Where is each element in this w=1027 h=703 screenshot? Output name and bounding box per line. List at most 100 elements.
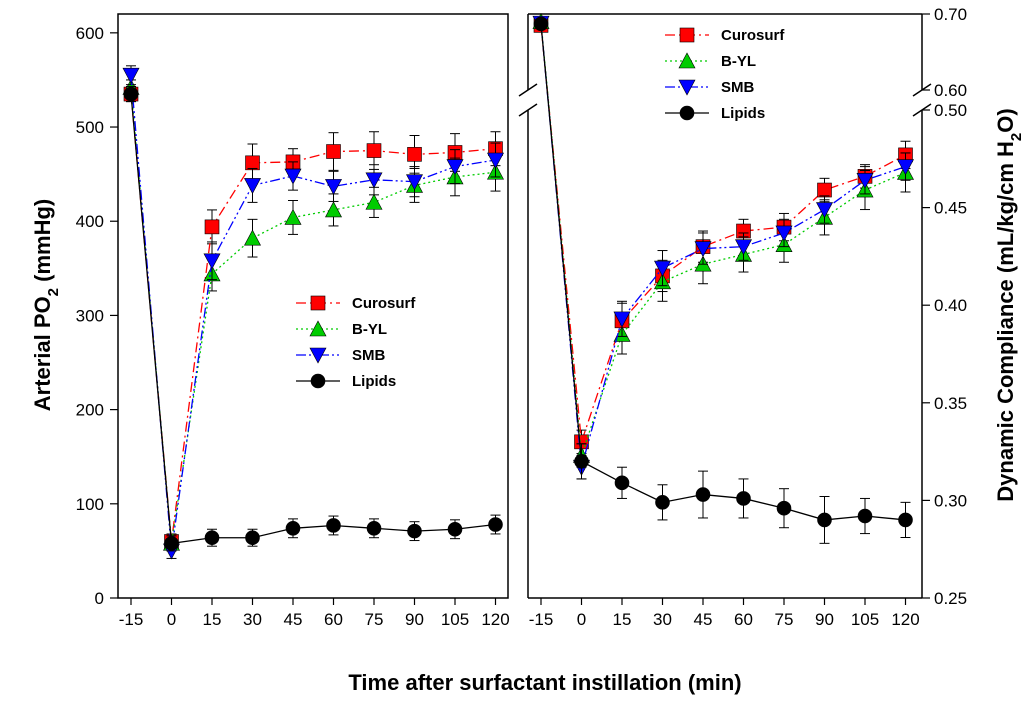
right-y-title-sub: 2 — [1008, 133, 1025, 141]
left-legend-marker — [309, 320, 327, 337]
left-data-point — [164, 536, 179, 551]
right-legend-label: SMB — [721, 79, 755, 96]
left-data-point — [204, 530, 220, 546]
left-y-tick-label: 600 — [76, 24, 104, 43]
right-legend-marker — [678, 79, 696, 96]
left-series-b-yl — [122, 78, 504, 552]
left-series-line — [130, 94, 496, 542]
left-data-point — [366, 520, 382, 536]
left-panel: 0 100 200 300 400 500 600 -15 0 15 30 45 60 75 90 105 1… — [30, 13, 510, 629]
left-data-point — [447, 521, 463, 537]
right-x-tick-label: 60 — [734, 610, 753, 629]
left-data-point — [285, 520, 301, 536]
right-y-tick-label: 0.25 — [934, 589, 967, 608]
left-data-point — [204, 219, 220, 235]
right-data-point — [817, 182, 832, 198]
left-data-point — [365, 193, 383, 210]
left-y-tick-label: 400 — [76, 212, 104, 231]
right-series-line — [540, 25, 906, 443]
left-x-tick-label: 0 — [167, 610, 176, 629]
right-legend-marker — [679, 105, 695, 121]
right-legend-label: Lipids — [721, 105, 765, 122]
right-data-point — [655, 495, 670, 510]
right-data-point — [613, 311, 631, 328]
left-data-point — [245, 530, 260, 546]
left-data-point — [203, 253, 221, 270]
left-y-axis: 0 100 200 300 400 500 600 — [76, 24, 118, 608]
right-data-point — [816, 202, 833, 219]
right-legend: Curosurf B-YL SMB Lipids — [665, 27, 785, 122]
right-x-tick-label: 120 — [891, 610, 919, 629]
right-data-point — [654, 260, 671, 277]
right-legend-label: B-YL — [721, 53, 756, 70]
left-data-point — [407, 147, 422, 162]
right-data-point — [695, 487, 711, 502]
right-data-point — [694, 241, 712, 258]
right-data-point — [533, 16, 549, 32]
left-series-line — [130, 87, 496, 544]
right-y-title-tail: O) — [993, 108, 1018, 132]
right-y-axis-title: Dynamic Compliance (mL/kg/cm H2O) — [993, 108, 1025, 501]
right-x-tick-label: 0 — [577, 610, 586, 629]
left-series-curosurf — [123, 86, 503, 550]
left-data-point — [365, 172, 383, 189]
left-data-point — [284, 168, 302, 185]
left-x-tick-label: 15 — [203, 610, 222, 629]
right-x-tick-label: 75 — [775, 610, 794, 629]
left-series-smb — [122, 65, 504, 560]
right-legend-marker — [678, 52, 696, 69]
right-series-line — [540, 23, 906, 521]
right-data-point — [817, 512, 832, 528]
right-series-line — [540, 21, 906, 456]
left-data-point — [122, 67, 140, 84]
left-y-title-main: Arterial PO — [30, 296, 55, 411]
right-x-axis: -15 0 15 30 45 60 75 90 105 120 — [529, 598, 920, 629]
left-data-point — [326, 518, 341, 533]
left-data-point — [245, 155, 260, 171]
right-legend-marker — [679, 27, 695, 43]
left-data-point — [488, 517, 503, 532]
left-data-point — [325, 201, 342, 218]
right-y-tick-label: 0.35 — [934, 394, 967, 413]
right-data-point — [776, 500, 792, 516]
left-legend-label: B-YL — [352, 321, 387, 338]
right-x-tick-label: 90 — [815, 610, 834, 629]
left-y-title-sub: 2 — [45, 288, 62, 296]
left-legend: Curosurf B-YL SMB Lipids — [296, 295, 416, 390]
right-series-group — [532, 12, 914, 544]
right-data-point — [574, 454, 589, 469]
right-data-point — [735, 239, 752, 256]
left-series-line — [130, 75, 496, 551]
left-data-point — [244, 178, 261, 195]
left-x-axis: -15 0 15 30 45 60 75 90 105 120 — [119, 598, 510, 629]
left-legend-marker — [310, 295, 326, 311]
left-data-point — [446, 159, 464, 176]
left-data-point — [366, 143, 382, 158]
right-series-lipids — [533, 16, 913, 544]
right-y-tick-label: 0.30 — [934, 491, 967, 510]
left-x-tick-label: 120 — [481, 610, 509, 629]
right-y-tick-label: 0.70 — [934, 5, 967, 24]
left-series-lipids — [123, 86, 503, 552]
left-data-point — [487, 152, 504, 169]
right-x-tick-label: 15 — [613, 610, 632, 629]
right-y-tick-label: 0.45 — [934, 199, 967, 218]
left-legend-label: SMB — [352, 347, 386, 364]
left-y-tick-label: 300 — [76, 306, 104, 325]
right-data-point — [614, 475, 630, 491]
left-data-point — [284, 208, 302, 225]
left-legend-label: Curosurf — [352, 295, 416, 312]
right-x-tick-label: -15 — [529, 610, 554, 629]
left-series-group — [122, 65, 504, 560]
left-legend-marker — [309, 347, 327, 364]
left-plot-frame — [117, 13, 509, 599]
left-x-tick-label: 105 — [441, 610, 469, 629]
right-x-tick-label: 105 — [851, 610, 879, 629]
right-data-point — [897, 159, 914, 176]
right-y-tick-label: 0.60 — [934, 81, 967, 100]
right-data-point — [898, 512, 913, 528]
right-data-point — [736, 491, 751, 506]
left-y-tick-label: 100 — [76, 495, 104, 514]
